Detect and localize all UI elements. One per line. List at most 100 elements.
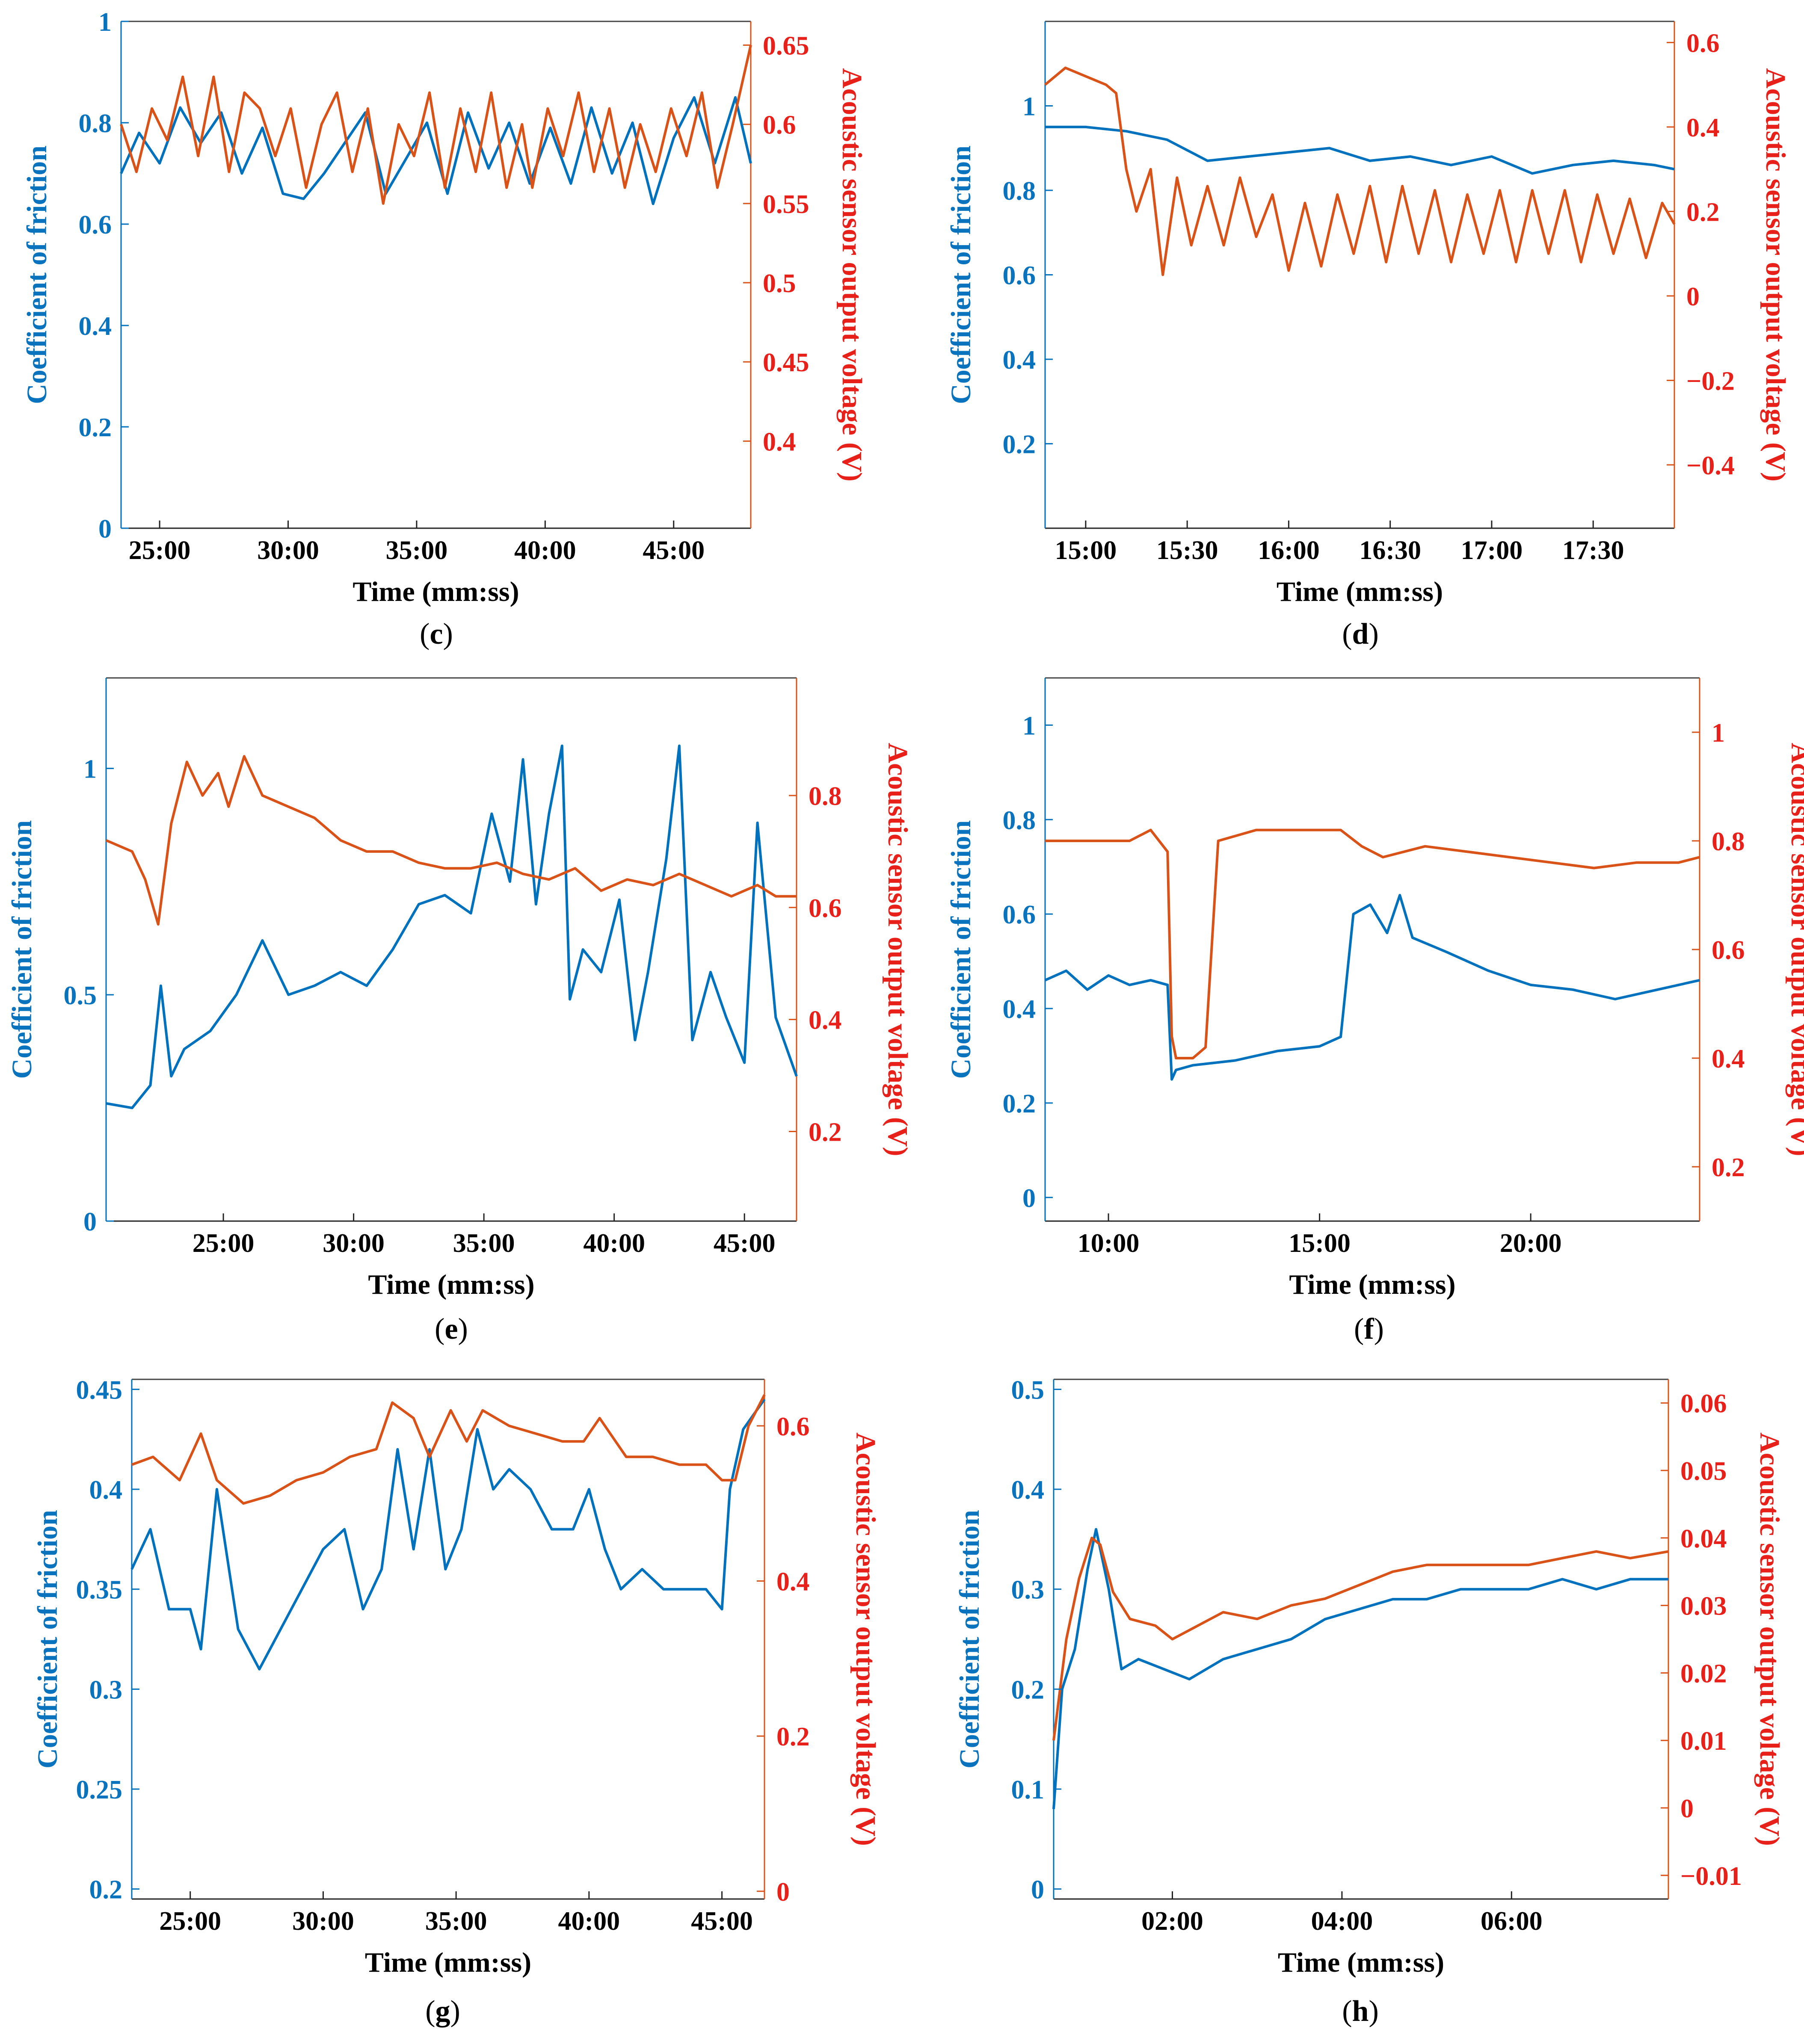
acoustic-series-line	[120, 44, 752, 205]
x-tick-label: 40:00	[514, 536, 576, 565]
x-tick-label: 30:00	[257, 536, 319, 565]
right-y-tick-label: 0.03	[1680, 1592, 1727, 1621]
chart-panel-e: 25:00 30:00 35:00 40:00 45:00 0 0.5 1 0.2 0.4 0.6 0…	[6, 677, 913, 1346]
cof-series-line	[106, 744, 798, 1109]
cof-series-line	[130, 1398, 766, 1671]
x-tick-label: 45:00	[643, 536, 705, 565]
right-y-axis-label: Acoustic sensor output voltage (V)	[1785, 743, 1804, 1157]
left-y-tick-label: 0.6	[1003, 900, 1036, 929]
x-tick-label: 35:00	[386, 536, 448, 565]
right-y-tick-label: 0.04	[1680, 1524, 1727, 1553]
right-y-tick-label: −0.01	[1680, 1862, 1742, 1891]
x-axis-label: Time (mm:ss)	[365, 1947, 531, 1978]
cof-series-line	[1044, 894, 1700, 1081]
left-y-tick-label: 0.4	[1003, 995, 1036, 1024]
right-y-tick-label: 0	[1686, 282, 1700, 311]
x-tick-label: 40:00	[583, 1229, 645, 1258]
right-y-tick-label: 0.6	[809, 894, 842, 923]
x-axis-label: Time (mm:ss)	[353, 576, 519, 607]
left-y-axis-label: Coefficient of friction	[954, 1510, 985, 1769]
right-y-tick-label: 0.2	[1686, 198, 1720, 227]
left-y-tick-label: 0.2	[89, 1875, 123, 1905]
x-tick-label: 30:00	[292, 1907, 354, 1936]
x-axis-label: Time (mm:ss)	[1277, 576, 1443, 607]
right-y-tick-label: 0.8	[1712, 827, 1745, 856]
right-y-tick-label: −0.2	[1686, 367, 1735, 396]
panel-caption: (e)	[435, 1313, 468, 1346]
right-y-tick-label: 0.4	[1686, 113, 1720, 142]
left-y-axis-label: Coefficient of friction	[945, 820, 977, 1079]
right-y-tick-label: 0	[1680, 1794, 1694, 1823]
left-y-tick-label: 0.5	[1011, 1375, 1045, 1405]
acoustic-series-line	[1052, 1536, 1669, 1741]
x-tick-label: 16:00	[1258, 536, 1320, 565]
left-y-tick-label: 0.4	[1003, 346, 1036, 375]
acoustic-series-line	[1044, 66, 1676, 276]
panel-caption: (f)	[1354, 1313, 1384, 1346]
left-y-tick-label: 0.1	[1011, 1775, 1045, 1804]
left-y-tick-label: 0	[1022, 1184, 1036, 1213]
right-y-tick-label: 0.4	[776, 1567, 810, 1596]
x-tick-label: 15:00	[1289, 1229, 1351, 1258]
right-y-tick-label: 0.6	[1686, 29, 1720, 58]
left-y-tick-label: 0.8	[1003, 177, 1036, 206]
left-y-tick-label: 0.25	[76, 1775, 123, 1804]
right-y-tick-label: 0.2	[809, 1118, 842, 1147]
x-tick-label: 35:00	[425, 1907, 487, 1936]
x-tick-label: 25:00	[193, 1229, 255, 1258]
right-y-axis-label: Acoustic sensor output voltage (V)	[1754, 1432, 1785, 1846]
panel-caption: (d)	[1342, 618, 1379, 651]
right-y-tick-label: 0.45	[763, 348, 809, 377]
chart-panel-g: 25:00 30:00 35:00 40:00 45:00 0.2 0.25 0.3 0.35 0…	[32, 1375, 881, 2028]
left-y-tick-label: 0.3	[89, 1675, 123, 1704]
left-y-tick-label: 1	[83, 755, 97, 784]
right-y-tick-label: 0.65	[763, 32, 809, 61]
left-y-axis-label: Coefficient of friction	[32, 1510, 63, 1769]
right-y-tick-label: 0.01	[1680, 1727, 1727, 1756]
right-y-tick-label: 0.55	[763, 190, 809, 219]
left-y-tick-label: 0.2	[79, 413, 112, 442]
left-y-tick-label: 0.8	[79, 109, 112, 138]
left-y-tick-label: 0.6	[79, 210, 112, 240]
acoustic-series-line	[105, 755, 797, 926]
right-y-tick-label: 0.5	[763, 269, 796, 298]
x-tick-label: 25:00	[159, 1907, 221, 1936]
x-tick-label: 35:00	[453, 1229, 515, 1258]
right-y-tick-label: 0.6	[1712, 936, 1745, 965]
right-y-tick-label: 0.6	[763, 111, 796, 140]
left-y-tick-label: 0.4	[79, 312, 112, 341]
acoustic-series-line	[131, 1394, 766, 1505]
left-y-tick-label: 0.2	[1011, 1675, 1045, 1704]
x-tick-label: 30:00	[323, 1229, 385, 1258]
x-tick-label: 10:00	[1078, 1229, 1140, 1258]
left-y-tick-label: 0.8	[1003, 806, 1036, 835]
left-y-tick-label: 1	[1022, 711, 1036, 740]
left-y-axis-label: Coefficient of friction	[945, 145, 977, 404]
right-y-tick-label: −0.4	[1686, 451, 1735, 480]
right-y-tick-label: 0.06	[1680, 1389, 1727, 1418]
chart-panel-c: 25:00 30:00 35:00 40:00 45:00 0 0.2 0.4 0.6 0.8 1 0…	[21, 8, 868, 651]
left-y-tick-label: 0	[1031, 1875, 1044, 1905]
x-tick-label: 17:00	[1461, 536, 1523, 565]
x-tick-label: 15:00	[1055, 536, 1117, 565]
left-y-tick-label: 0.6	[1003, 261, 1036, 290]
panel-caption: (h)	[1342, 1995, 1379, 2028]
left-y-tick-label: 0.45	[76, 1375, 123, 1405]
right-y-tick-label: 0.2	[776, 1722, 810, 1751]
right-y-axis-label: Acoustic sensor output voltage (V)	[1760, 68, 1791, 482]
right-y-tick-label: 0.2	[1712, 1153, 1745, 1182]
right-y-axis-label: Acoustic sensor output voltage (V)	[882, 743, 913, 1157]
left-y-tick-label: 0	[83, 1207, 97, 1236]
left-y-tick-label: 0.5	[64, 981, 97, 1010]
x-axis-label: Time (mm:ss)	[1278, 1947, 1444, 1978]
right-y-tick-label: 0	[776, 1878, 790, 1907]
cof-series-line	[1052, 1528, 1668, 1809]
left-y-tick-label: 1	[1022, 92, 1036, 121]
left-y-tick-label: 0.35	[76, 1576, 123, 1605]
chart-panel-h: 02:00 04:00 06:00 0 0.1 0.2 0.3 0.4 0.5 −0.01 0 0.0…	[954, 1375, 1785, 2028]
cof-series-line	[120, 96, 752, 205]
x-tick-label: 04:00	[1311, 1907, 1373, 1936]
panel-caption: (c)	[420, 618, 453, 651]
x-tick-label: 06:00	[1481, 1907, 1543, 1936]
